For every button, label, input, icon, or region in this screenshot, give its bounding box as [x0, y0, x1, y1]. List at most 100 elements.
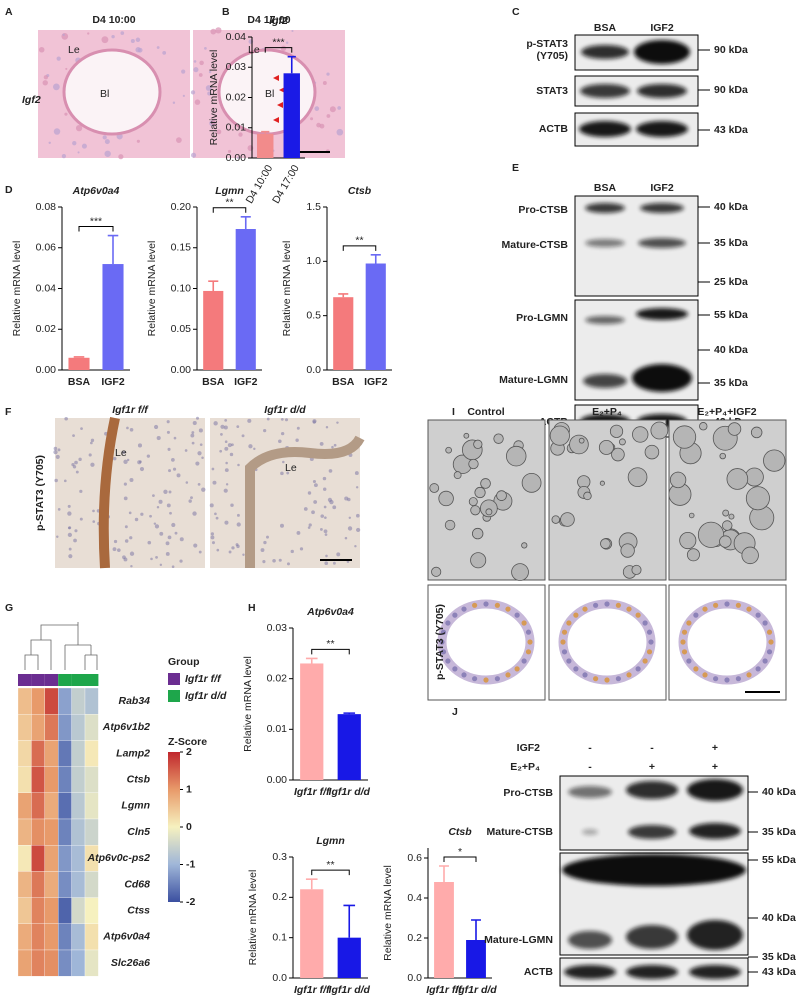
nucleus — [172, 467, 177, 471]
error-bar — [338, 293, 349, 298]
cell — [61, 33, 69, 40]
nucleus — [312, 420, 316, 424]
y-axis-label: Relative mRNA level — [281, 241, 293, 337]
nucleus — [286, 562, 290, 566]
heatmap-cell — [17, 845, 32, 872]
nucleus — [166, 420, 170, 424]
heatmap-cell — [84, 897, 99, 924]
cell — [194, 99, 201, 105]
epithelium — [245, 435, 365, 568]
chart-title: Ctsb — [348, 185, 372, 197]
cell — [48, 141, 51, 144]
nucleus — [323, 529, 328, 534]
nucleus — [224, 520, 229, 525]
y-tick-label: 0.02 — [226, 91, 247, 103]
blot-row-label: Pro-LGMN — [516, 312, 568, 324]
stained-nucleus — [615, 602, 621, 608]
nucleus — [323, 505, 327, 509]
panel-label: E — [512, 162, 519, 174]
nucleus — [336, 552, 341, 557]
blot-band — [626, 781, 678, 799]
blot-row-label: Mature-LGMN — [484, 934, 553, 946]
stained-nucleus — [626, 606, 632, 612]
organoid — [496, 490, 507, 501]
nucleus — [199, 443, 203, 446]
organoid — [669, 471, 687, 489]
organoid — [600, 538, 611, 549]
cell — [182, 94, 185, 97]
group-bar — [71, 674, 85, 686]
nucleus — [171, 565, 175, 569]
nucleus — [247, 418, 252, 423]
bar — [235, 229, 256, 370]
y-axis-label: Relative mRNA level — [242, 656, 254, 752]
organoid — [551, 515, 561, 524]
nucleus — [166, 430, 170, 434]
cell — [322, 81, 327, 85]
error-bar — [471, 919, 481, 940]
nucleus — [192, 511, 197, 516]
y-tick-label: 0.03 — [267, 622, 288, 634]
significance-bracket — [443, 856, 477, 862]
cell — [75, 124, 83, 132]
nucleus — [295, 438, 299, 442]
nucleus — [263, 429, 267, 433]
size-marker: 40 kDa — [762, 912, 796, 924]
nucleus — [228, 550, 232, 554]
organoid — [750, 426, 763, 439]
stained-nucleus — [615, 676, 621, 682]
stained-nucleus — [693, 612, 699, 618]
nucleus — [188, 499, 192, 503]
cell — [65, 67, 68, 70]
nucleus — [150, 557, 153, 561]
blot-band — [582, 829, 598, 835]
y-tick-label: 1.0 — [306, 255, 321, 267]
heatmap-cell — [44, 740, 59, 767]
bar — [102, 264, 124, 370]
y-tick-label: 0.01 — [267, 723, 288, 735]
blot-band — [585, 316, 625, 324]
nucleus — [159, 563, 163, 567]
nucleus — [152, 494, 155, 497]
nucleus — [92, 520, 96, 523]
nucleus — [74, 460, 78, 465]
organoid — [672, 425, 697, 449]
stained-nucleus — [762, 658, 768, 664]
legend-label: Igf1r f/f — [185, 673, 222, 685]
nucleus — [179, 537, 184, 542]
blot-band — [583, 374, 627, 388]
chart-title: Atp6v0a4 — [72, 185, 120, 197]
stained-nucleus — [527, 639, 533, 645]
stained-nucleus — [440, 629, 447, 635]
heatmap-cell — [17, 714, 32, 741]
nucleus — [324, 561, 329, 566]
error-bar — [305, 878, 318, 890]
nucleus — [117, 548, 121, 552]
nucleus — [147, 540, 152, 545]
stained-nucleus — [521, 620, 527, 626]
nucleus — [299, 547, 304, 551]
nucleus — [56, 535, 59, 538]
organoid — [726, 468, 749, 490]
image-label: D4 17:00 — [247, 14, 290, 26]
stained-nucleus — [635, 666, 641, 672]
nucleus — [241, 434, 245, 438]
nucleus — [308, 523, 312, 527]
gene-label: Lgmn — [121, 800, 150, 812]
size-marker: 40 kDa — [762, 786, 796, 798]
y-tick-label: 0.6 — [407, 852, 422, 864]
nucleus — [156, 506, 160, 509]
stained-nucleus — [635, 612, 641, 618]
cell — [136, 139, 140, 143]
nucleus — [224, 419, 228, 422]
organoid — [632, 426, 649, 443]
organoid — [763, 449, 786, 472]
nucleus — [262, 560, 266, 564]
image-annotation: Le — [68, 44, 80, 56]
blot-band — [638, 238, 686, 248]
heatmap-cell — [71, 818, 86, 846]
cell — [205, 85, 212, 91]
cell — [162, 50, 167, 55]
bar — [300, 663, 324, 780]
